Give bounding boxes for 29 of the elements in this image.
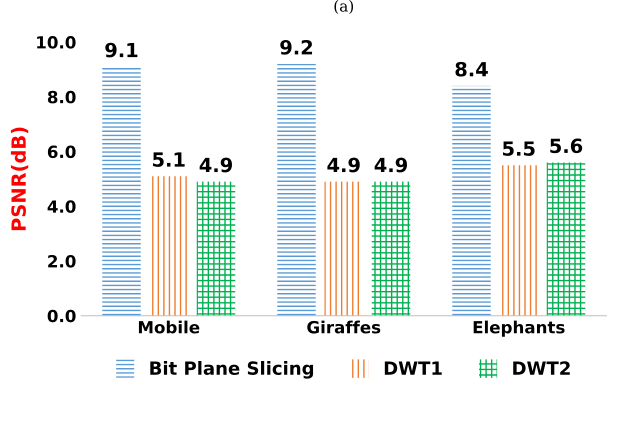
y-tick-label: 10.0 xyxy=(37,36,76,49)
chart-title: (a) xyxy=(334,0,354,14)
y-tick-label: 8.0 xyxy=(48,90,76,104)
legend-label: DWT2 xyxy=(513,361,570,375)
x-tick-label: Elephants xyxy=(474,320,565,337)
data-label: 9.1 xyxy=(105,42,138,58)
bar xyxy=(277,64,316,316)
y-tick-label: 0.0 xyxy=(48,310,76,322)
data-label: 9.2 xyxy=(280,40,312,55)
bar xyxy=(196,182,236,316)
y-tick-label: 2.0 xyxy=(48,254,76,268)
x-tick-label: Giraffes xyxy=(307,320,380,334)
data-label: 8.4 xyxy=(455,62,488,77)
bar xyxy=(452,86,491,316)
data-label: 4.9 xyxy=(200,158,232,172)
y-axis-title: PSNR(dB) xyxy=(10,128,28,230)
data-label: 5.5 xyxy=(503,141,535,156)
x-tick-label: Mobile xyxy=(138,320,200,334)
data-label: 5.1 xyxy=(153,152,185,167)
bar xyxy=(546,162,586,316)
bar xyxy=(372,182,410,316)
data-label: 5.6 xyxy=(550,138,582,154)
legend-label: Bit Plane Slicing xyxy=(150,360,314,379)
data-label: 4.9 xyxy=(327,158,360,172)
data-label: 4.9 xyxy=(374,158,407,172)
y-tick-label: 6.0 xyxy=(48,146,76,158)
y-tick-label: 4.0 xyxy=(48,200,76,213)
bar xyxy=(102,66,141,316)
legend-label: DWT1 xyxy=(384,362,442,375)
